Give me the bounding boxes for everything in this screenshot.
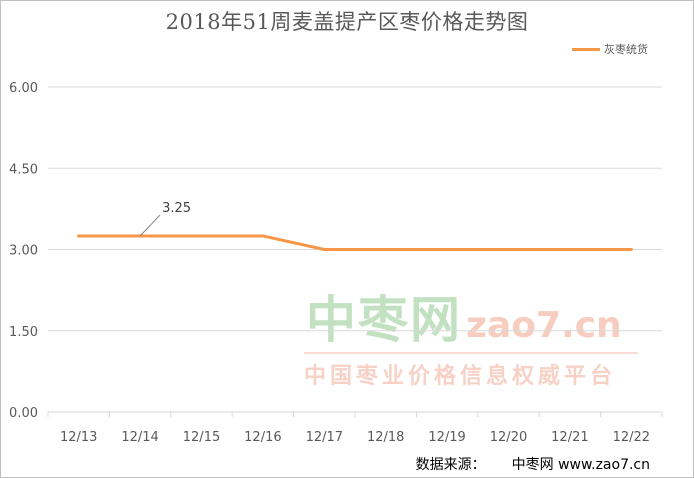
series-line (77, 234, 633, 251)
watermark-slogan: 中国枣业价格信息权威平台 (304, 364, 617, 389)
data-point (322, 248, 326, 251)
watermark-en: zao7.cn (466, 305, 622, 346)
label-layer: 3.25 (139, 201, 191, 237)
x-tick-label: 12/19 (428, 430, 465, 445)
watermark-cn: 中枣网 (306, 291, 462, 349)
axis-layer: 0.00 1.50 3.00 4.50 6.00 12/13 12/14 12/15 12/16… (9, 81, 663, 445)
data-point (261, 234, 265, 238)
x-tick-label: 12/22 (613, 430, 650, 445)
y-tick-label: 6.00 (9, 81, 38, 96)
watermark-divider (304, 352, 638, 354)
x-tick-label: 12/15 (183, 430, 220, 445)
data-point (200, 234, 203, 238)
source-name: 中枣网 (511, 457, 554, 473)
data-point (445, 248, 449, 251)
source-note: 数据来源： 中枣网 www.zao7.cn (416, 454, 650, 474)
chart-title: 2018年51周麦盖提产区枣价格走势图 (165, 10, 529, 34)
y-tick-label: 3.00 (9, 244, 38, 259)
x-tick-label: 12/13 (60, 430, 97, 445)
data-label: 3.25 (162, 201, 191, 216)
legend-label: 灰枣统货 (604, 43, 648, 56)
data-label-leader (139, 214, 161, 237)
y-tick-label: 1.50 (9, 325, 38, 340)
data-point (384, 248, 388, 251)
x-tick-label: 12/16 (244, 430, 281, 445)
legend: 灰枣统货 (572, 41, 648, 57)
source-url: www.zao7.cn (558, 457, 650, 473)
x-tick-label: 12/18 (367, 430, 404, 445)
x-tick-label: 12/14 (121, 430, 158, 445)
y-tick-label: 0.00 (9, 406, 38, 421)
data-point (77, 234, 81, 238)
series-layer (77, 234, 633, 251)
x-tick-label: 12/21 (551, 430, 588, 445)
x-tick-label: 12/17 (306, 430, 343, 445)
data-point (629, 248, 633, 251)
data-point (507, 248, 510, 251)
watermark: 中枣网 zao7.cn (306, 280, 622, 352)
source-label: 数据来源： (415, 457, 486, 473)
data-point (568, 248, 572, 251)
x-tick-label: 12/20 (490, 430, 527, 445)
legend-swatch (572, 47, 600, 51)
y-tick-label: 4.50 (9, 162, 38, 177)
